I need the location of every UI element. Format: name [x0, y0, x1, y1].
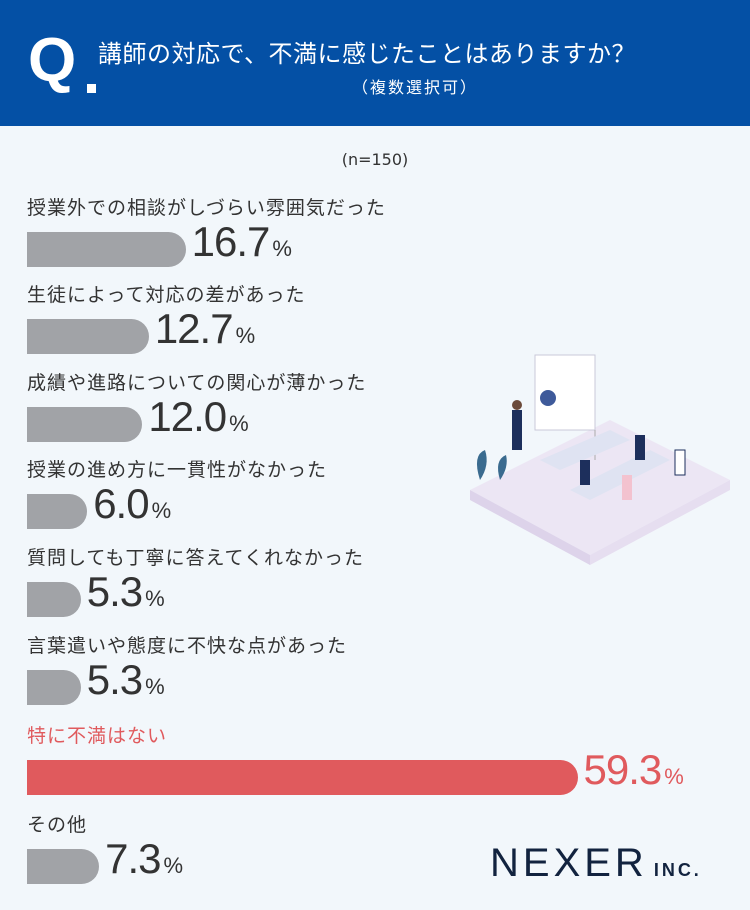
category-label: 授業の進め方に一貫性がなかった — [27, 459, 328, 481]
classroom-illustration — [470, 354, 730, 565]
value-label: 5.3% — [87, 659, 165, 705]
value-label: 59.3% — [584, 749, 684, 795]
bar-wrap: 12.7% — [27, 308, 305, 354]
bar — [27, 407, 143, 442]
bar-wrap: 6.0% — [27, 483, 327, 529]
bar-row: 成績や進路についての関心が薄かった 12.0% — [27, 368, 366, 442]
q-dot — [87, 84, 96, 93]
sample-size: (n=150) — [341, 150, 409, 169]
bar-row: 授業外での相談がしづらい雰囲気だった 16.7% — [27, 193, 386, 267]
bar-row: 言葉遣いや態度に不快な点があった 5.3% — [27, 631, 347, 705]
percent-sign: % — [145, 586, 165, 611]
bar — [27, 494, 88, 529]
bar — [27, 760, 578, 795]
value-number: 59.3 — [583, 746, 663, 793]
bar-wrap: 7.3% — [27, 838, 184, 884]
value-label: 5.3% — [87, 571, 165, 617]
value-number: 12.7 — [154, 305, 234, 352]
bar-wrap: 12.0% — [27, 396, 366, 442]
bar-wrap: 59.3% — [27, 749, 684, 795]
value-label: 7.3% — [105, 838, 184, 884]
category-label: 質問しても丁寧に答えてくれなかった — [27, 547, 364, 569]
bar-row: 授業の進め方に一貫性がなかった 6.0% — [27, 455, 327, 529]
bar — [27, 319, 149, 354]
bar-row: その他 7.3% — [27, 810, 183, 884]
value-number: 16.7 — [191, 218, 271, 265]
category-label: 授業外での相談がしづらい雰囲気だった — [27, 197, 386, 219]
percent-sign: % — [163, 853, 184, 878]
percent-sign: % — [235, 323, 256, 348]
value-number: 5.3 — [86, 656, 143, 703]
question-header: Q 講師の対応で、不満に感じたことはありますか？ （複数選択可） — [0, 0, 750, 126]
value-number: 6.0 — [93, 480, 149, 527]
value-number: 7.3 — [105, 835, 161, 882]
category-label: その他 — [27, 814, 88, 836]
bar-row: 特に不満はない 59.3% — [27, 721, 684, 795]
question-subtitle: （複数選択可） — [351, 78, 478, 97]
category-label: 言葉遣いや態度に不快な点があった — [27, 635, 348, 657]
value-number: 5.3 — [86, 568, 143, 615]
bar-wrap: 5.3% — [27, 659, 347, 705]
bar-wrap: 5.3% — [27, 571, 364, 617]
percent-sign: % — [229, 411, 249, 436]
percent-sign: % — [272, 236, 292, 261]
value-label: 6.0% — [93, 483, 172, 529]
bar-row: 質問しても丁寧に答えてくれなかった 5.3% — [27, 543, 364, 617]
q-mark: Q — [28, 26, 77, 95]
question-title: 講師の対応で、不満に感じたことはありますか？ — [98, 40, 637, 68]
nexer-logo: NEXER INC. — [490, 843, 702, 883]
value-label: 16.7% — [192, 221, 292, 267]
percent-sign: % — [145, 674, 165, 699]
value-number: 12.0 — [148, 393, 227, 440]
value-label: 12.7% — [155, 308, 256, 354]
value-label: 12.0% — [148, 396, 249, 442]
bar — [27, 582, 81, 617]
category-label: 成績や進路についての関心が薄かった — [27, 372, 367, 394]
logo-name: NEXER — [490, 841, 648, 885]
bar — [27, 670, 81, 705]
percent-sign: % — [151, 498, 172, 523]
bar-row: 生徒によって対応の差があった 12.7% — [27, 280, 305, 354]
category-label: 生徒によって対応の差があった — [27, 284, 306, 306]
bar — [27, 849, 100, 884]
percent-sign: % — [664, 764, 684, 789]
category-label: 特に不満はない — [27, 725, 168, 747]
logo-suffix: INC. — [653, 860, 702, 880]
bar — [27, 232, 186, 267]
bar-wrap: 16.7% — [27, 221, 386, 267]
